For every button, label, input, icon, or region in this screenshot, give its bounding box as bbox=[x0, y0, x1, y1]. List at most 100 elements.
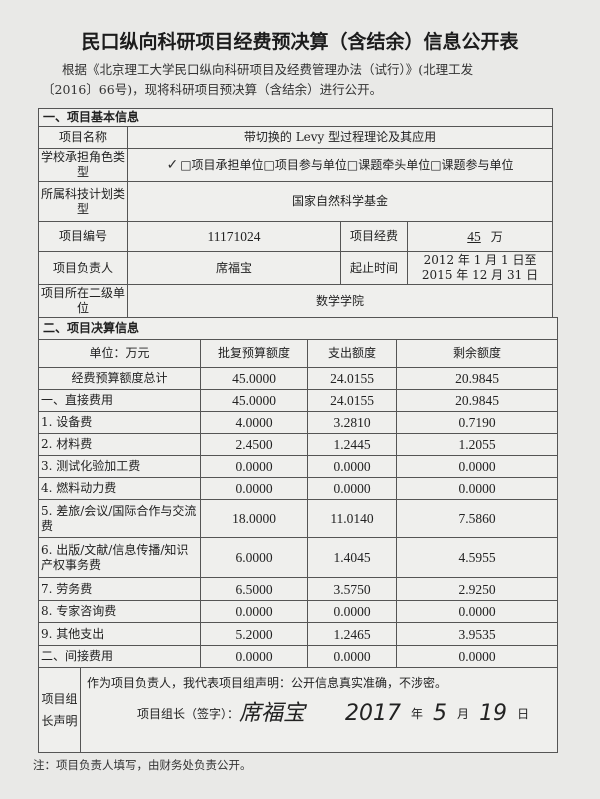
period-cell: 2012 年 1 月 1 日至 2015 年 12 月 31 日 bbox=[406, 251, 554, 285]
table-row: 6. 出版/文献/信息传播/知识产权事务费 6.0000 1.4045 4.5955 bbox=[38, 537, 559, 578]
intro-paragraph: 根据《北京理工大学民口纵向科研项目及经费管理办法（试行）》(北理工发 〔2016… bbox=[42, 60, 552, 100]
form-body: 一、项目基本信息 项目名称 带切换的 Levy 型过程理论及其应用 学校承担角色类… bbox=[37, 108, 559, 753]
row-value: 0.0000 bbox=[307, 477, 397, 500]
year-unit: 年 bbox=[411, 706, 424, 721]
table-row: 2. 材料费 2.4500 1.2445 1.2055 bbox=[38, 433, 559, 456]
row-label: 8. 专家咨询费 bbox=[38, 600, 201, 623]
row-value: 0.0000 bbox=[307, 600, 397, 623]
row-value: 24.0155 bbox=[307, 389, 397, 412]
fund-label: 项目经费 bbox=[340, 221, 408, 252]
checkmark-icon: ✓ bbox=[166, 156, 179, 173]
row-value: 5.2000 bbox=[200, 622, 308, 646]
row-value: 0.0000 bbox=[307, 455, 397, 478]
leader-label: 项目负责人 bbox=[38, 251, 128, 285]
role-value: □项目承担单位□项目参与单位□课题牵头单位□课题参与单位 bbox=[180, 157, 514, 172]
row-value: 0.0000 bbox=[200, 455, 308, 478]
column-header: 剩余额度 bbox=[395, 339, 559, 368]
signature-line: 项目组长（签字）： 席福宝 2017 年 5 月 19 日 bbox=[87, 701, 551, 727]
row-label: 1. 设备费 bbox=[38, 411, 201, 434]
row-value: 0.0000 bbox=[395, 477, 559, 500]
row-value: 6.0000 bbox=[200, 537, 308, 578]
role-label: 学校承担角色类型 bbox=[38, 148, 128, 182]
table-row: 8. 专家咨询费 0.0000 0.0000 0.0000 bbox=[38, 600, 559, 623]
footnote: 注：项目负责人填写，由财务处负责公开。 bbox=[33, 758, 252, 772]
column-header: 批复预算额度 bbox=[200, 339, 308, 368]
row-value: 11.0140 bbox=[307, 499, 397, 538]
page-title: 民口纵向科研项目经费预决算（含结余）信息公开表 bbox=[81, 31, 519, 53]
dept-label: 项目所在二级单位 bbox=[38, 284, 128, 318]
leader-value: 席福宝 bbox=[127, 251, 341, 285]
signature: 席福宝 bbox=[239, 701, 306, 726]
row-value: 0.0000 bbox=[395, 455, 559, 478]
row-value: 3.5750 bbox=[307, 577, 397, 601]
row-value: 20.9845 bbox=[395, 389, 559, 412]
declaration-text: 作为项目负责人，我代表项目组声明：公开信息真实准确，不涉密。 bbox=[87, 676, 448, 690]
project-name-value: 带切换的 Levy 型过程理论及其应用 bbox=[126, 126, 554, 149]
row-value: 20.9845 bbox=[395, 367, 559, 390]
row-value: 2.4500 bbox=[200, 433, 308, 456]
period-label: 起止时间 bbox=[340, 251, 408, 285]
row-value: 45.0000 bbox=[200, 389, 308, 412]
role-cell: ✓ □项目承担单位□项目参与单位□课题牵头单位□课题参与单位 bbox=[126, 148, 554, 182]
plan-value: 国家自然科学基金 bbox=[126, 181, 554, 222]
project-id-value: 11171024 bbox=[127, 221, 341, 252]
budget-table: 二、项目决算信息 单位：万元 批复预算额度 支出额度 剩余额度 经费预算额度总计… bbox=[37, 317, 559, 668]
row-label: 3. 测试化验加工费 bbox=[38, 455, 201, 478]
fund-unit: 万 bbox=[490, 229, 503, 244]
basic-info-table: 一、项目基本信息 项目名称 带切换的 Levy 型过程理论及其应用 学校承担角色类… bbox=[37, 108, 554, 318]
row-label: 二、间接费用 bbox=[38, 645, 201, 668]
table-row: 3. 测试化验加工费 0.0000 0.0000 0.0000 bbox=[38, 455, 559, 478]
row-value: 0.0000 bbox=[200, 477, 308, 500]
row-value: 1.2465 bbox=[307, 622, 397, 646]
row-label: 7. 劳务费 bbox=[38, 577, 201, 601]
day-unit: 日 bbox=[517, 706, 530, 721]
table-row: 二、间接费用 0.0000 0.0000 0.0000 bbox=[38, 645, 559, 668]
row-value: 1.4045 bbox=[307, 537, 397, 578]
table-row: 1. 设备费 4.0000 3.2810 0.7190 bbox=[38, 411, 559, 434]
declaration-table: 项目组长声明 作为项目负责人，我代表项目组声明：公开信息真实准确，不涉密。 项目… bbox=[38, 667, 558, 753]
row-value: 3.2810 bbox=[307, 411, 397, 434]
sign-month: 5 bbox=[433, 701, 448, 726]
section2-header: 二、项目决算信息 bbox=[37, 317, 559, 340]
column-header: 单位：万元 bbox=[38, 339, 201, 368]
sign-year: 2017 bbox=[345, 701, 402, 726]
row-value: 45.0000 bbox=[200, 367, 308, 390]
row-value: 0.0000 bbox=[395, 645, 559, 668]
period-end: 2015 年 12 月 31 日 bbox=[421, 268, 539, 282]
row-value: 6.5000 bbox=[200, 577, 308, 601]
intro-line-2: 〔2016〕66号)，现将科研项目预决算（含结余）进行公开。 bbox=[42, 82, 383, 97]
table-row: 一、直接费用 45.0000 24.0155 20.9845 bbox=[38, 389, 559, 412]
table-row: 5. 差旅/会议/国际合作与交流费 18.0000 11.0140 7.5860 bbox=[38, 499, 559, 538]
fund-cell: 45 万 bbox=[406, 221, 554, 252]
declaration-content: 作为项目负责人，我代表项目组声明：公开信息真实准确，不涉密。 项目组长（签字）：… bbox=[80, 667, 558, 753]
table-row: 9. 其他支出 5.2000 1.2465 3.9535 bbox=[38, 622, 559, 646]
plan-label: 所属科技计划类型 bbox=[38, 181, 128, 222]
row-value: 0.0000 bbox=[307, 645, 397, 668]
row-label: 5. 差旅/会议/国际合作与交流费 bbox=[38, 499, 201, 538]
period-start: 2012 年 1 月 1 日至 bbox=[423, 253, 537, 267]
row-value: 3.9535 bbox=[395, 622, 559, 646]
row-value: 0.0000 bbox=[200, 600, 308, 623]
row-value: 4.5955 bbox=[395, 537, 559, 578]
row-value: 0.0000 bbox=[200, 645, 308, 668]
row-label: 2. 材料费 bbox=[38, 433, 201, 456]
row-value: 18.0000 bbox=[200, 499, 308, 538]
sign-label: 项目组长（签字）： bbox=[137, 706, 240, 721]
sign-day: 19 bbox=[479, 701, 508, 726]
project-name-label: 项目名称 bbox=[38, 126, 128, 149]
month-unit: 月 bbox=[457, 706, 470, 721]
row-label: 9. 其他支出 bbox=[38, 622, 201, 646]
section1-header: 一、项目基本信息 bbox=[37, 108, 554, 127]
declaration-label: 项目组长声明 bbox=[38, 667, 81, 753]
project-id-label: 项目编号 bbox=[38, 221, 128, 252]
dept-value: 数学学院 bbox=[126, 284, 554, 318]
row-value: 0.0000 bbox=[395, 600, 559, 623]
column-header: 支出额度 bbox=[307, 339, 397, 368]
fund-value: 45 bbox=[467, 228, 481, 244]
row-value: 2.9250 bbox=[395, 577, 559, 601]
table-row: 7. 劳务费 6.5000 3.5750 2.9250 bbox=[38, 577, 559, 601]
intro-line-1: 根据《北京理工大学民口纵向科研项目及经费管理办法（试行）》(北理工发 bbox=[62, 62, 474, 77]
row-value: 4.0000 bbox=[200, 411, 308, 434]
table-row: 4. 燃料动力费 0.0000 0.0000 0.0000 bbox=[38, 477, 559, 500]
table-row: 经费预算额度总计 45.0000 24.0155 20.9845 bbox=[38, 367, 559, 390]
